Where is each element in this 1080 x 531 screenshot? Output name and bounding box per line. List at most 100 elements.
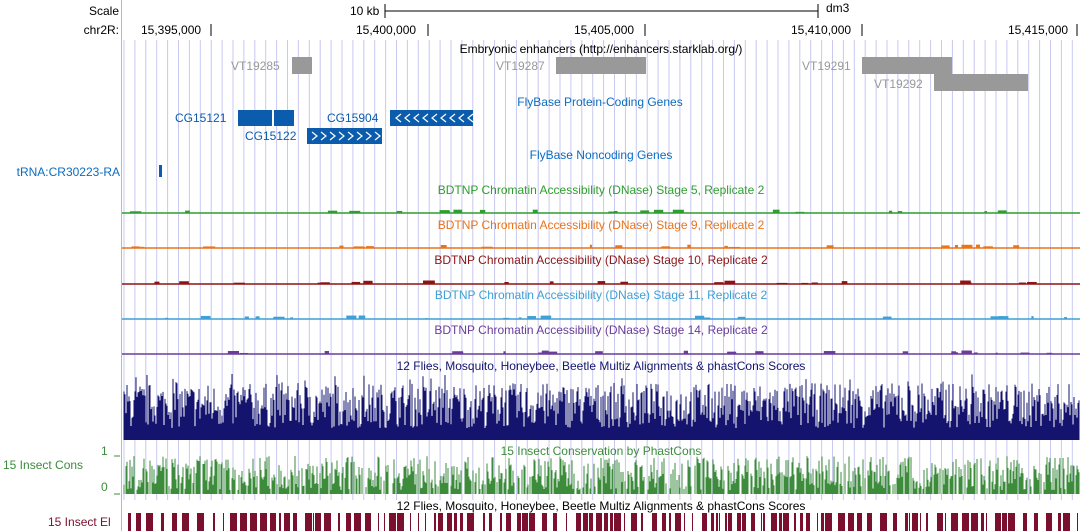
conserved-element xyxy=(454,513,457,531)
conserved-element xyxy=(583,513,588,531)
dnase-signal-peak xyxy=(755,351,764,354)
strand-arrow xyxy=(422,113,429,123)
conserved-element xyxy=(338,513,340,531)
dnase-signal-peak xyxy=(366,246,374,248)
dnase-signal-peak xyxy=(244,316,249,319)
conserved-element xyxy=(517,513,521,531)
conserved-element xyxy=(926,513,928,531)
dnase-signal-peak xyxy=(503,351,506,354)
dnase-signal-peak xyxy=(130,211,142,213)
dnase-signal-peak xyxy=(984,211,987,213)
conserved-element xyxy=(128,513,131,531)
phastcons-axis-bottom: 0 xyxy=(101,480,108,494)
conserved-element xyxy=(1002,513,1007,531)
assembly-label: dm3 xyxy=(826,1,850,15)
conserved-element xyxy=(576,513,581,531)
dnase-signal-peak xyxy=(694,315,705,319)
conserved-element xyxy=(182,513,189,531)
dnase-signal-peak xyxy=(826,245,834,248)
enhancer-label[interactable]: VT19291 xyxy=(802,59,851,73)
elements-side-label[interactable]: 15 Insect El xyxy=(48,515,111,529)
dnase-signal-peak xyxy=(961,244,973,248)
conserved-element xyxy=(1077,513,1078,531)
conserved-element xyxy=(702,513,707,531)
conserved-element xyxy=(213,513,215,531)
conserved-element xyxy=(223,513,224,531)
track-title-dnase-stage10[interactable]: BDTNP Chromatin Accessibility (DNase) St… xyxy=(434,253,768,267)
dnase-signal-peak xyxy=(998,316,1009,319)
conserved-element xyxy=(728,513,732,531)
conserved-element xyxy=(483,513,485,531)
dnase-signal-peak xyxy=(841,281,848,284)
dnase-signal-peak xyxy=(346,315,357,319)
conserved-element xyxy=(1046,513,1052,531)
strand-arrow xyxy=(329,131,336,141)
dnase-signal-peak xyxy=(963,282,972,284)
scale-bar-text: 10 kb xyxy=(350,4,380,18)
conserved-element xyxy=(522,513,528,531)
conserved-element xyxy=(893,513,897,531)
track-title-dnase-stage11[interactable]: BDTNP Chromatin Accessibility (DNase) St… xyxy=(434,288,768,302)
conserved-element xyxy=(240,513,247,531)
conserved-element xyxy=(751,513,755,531)
conserved-element xyxy=(662,513,666,531)
dnase-signal-peak xyxy=(1046,352,1053,354)
dnase-signal-peak xyxy=(154,281,160,284)
gene-label[interactable]: CG15904 xyxy=(327,111,379,125)
dnase-signal-peak xyxy=(1064,316,1067,319)
gene-label[interactable]: CG15121 xyxy=(175,111,227,125)
conserved-element xyxy=(995,513,1001,531)
enhancer-label[interactable]: VT19287 xyxy=(496,59,545,73)
conserved-element xyxy=(553,513,557,531)
dnase-signal-peak xyxy=(203,246,216,248)
track-title-noncoding[interactable]: FlyBase Noncoding Genes xyxy=(529,148,673,162)
track-title-dnase-stage5[interactable]: BDTNP Chromatin Accessibility (DNase) St… xyxy=(437,183,765,197)
phastcons-side-label[interactable]: 15 Insect Cons xyxy=(3,458,84,472)
conserved-element xyxy=(675,513,681,531)
conserved-element xyxy=(794,513,796,531)
strand-arrow xyxy=(395,113,402,123)
conserved-element xyxy=(779,513,782,531)
strand-arrow xyxy=(338,131,345,141)
conserved-element xyxy=(604,513,608,531)
dnase-signal-peak xyxy=(811,282,818,284)
gene-label[interactable]: CG15122 xyxy=(245,129,297,143)
dnase-signal-peak xyxy=(532,209,538,213)
enhancer-label[interactable]: VT19285 xyxy=(231,59,280,73)
gene-intron xyxy=(272,110,274,126)
conserved-element xyxy=(172,513,177,531)
conserved-element xyxy=(529,513,535,531)
dnase-signal-peak xyxy=(541,350,549,354)
dnase-signal-peak xyxy=(527,316,536,319)
conserved-element xyxy=(315,513,321,531)
strand-arrow xyxy=(356,131,363,141)
dnase-signal-peak xyxy=(997,210,1007,213)
conserved-element xyxy=(624,513,625,531)
conserved-element xyxy=(857,513,862,531)
scale-label: Scale xyxy=(88,4,119,18)
dnase-signal-peak xyxy=(481,246,493,248)
dnase-signal-peak xyxy=(620,281,629,284)
conserved-element xyxy=(716,513,718,531)
track-title-protein-genes[interactable]: FlyBase Protein-Coding Genes xyxy=(517,95,683,109)
dnase-signal-peak xyxy=(549,281,554,284)
track-title-enhancers[interactable]: Embryonic enhancers (http://enhancers.st… xyxy=(459,42,743,56)
strand-arrow xyxy=(458,113,465,123)
gene-label[interactable]: tRNA:CR30223-RA xyxy=(16,165,120,179)
conserved-element xyxy=(986,513,987,531)
dnase-signal-peak xyxy=(453,209,463,213)
chrom-label: chr2R: xyxy=(83,23,119,37)
track-title-dnase-stage9[interactable]: BDTNP Chromatin Accessibility (DNase) St… xyxy=(437,218,765,232)
dnase-signal-peak xyxy=(1031,316,1034,319)
dnase-signal-peak xyxy=(423,280,435,284)
track-title-elements[interactable]: 12 Flies, Mosquito, Honeybee, Beetle Mul… xyxy=(396,499,806,513)
conserved-element xyxy=(945,513,946,531)
track-title-phastcons[interactable]: 15 Insect Conservation by PhastCons xyxy=(500,444,702,458)
enhancer-label[interactable]: VT19292 xyxy=(874,77,923,91)
ruler-position: 15,415,000 xyxy=(1008,23,1069,37)
track-title-multiz[interactable]: 12 Flies, Mosquito, Honeybee, Beetle Mul… xyxy=(396,359,806,373)
conserved-element xyxy=(951,513,958,531)
track-title-dnase-stage14[interactable]: BDTNP Chromatin Accessibility (DNase) St… xyxy=(434,323,768,337)
